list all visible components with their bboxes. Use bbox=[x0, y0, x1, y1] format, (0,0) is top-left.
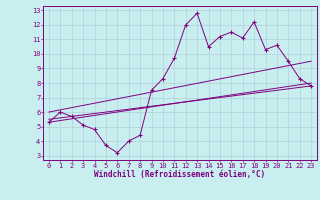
X-axis label: Windchill (Refroidissement éolien,°C): Windchill (Refroidissement éolien,°C) bbox=[94, 170, 266, 179]
